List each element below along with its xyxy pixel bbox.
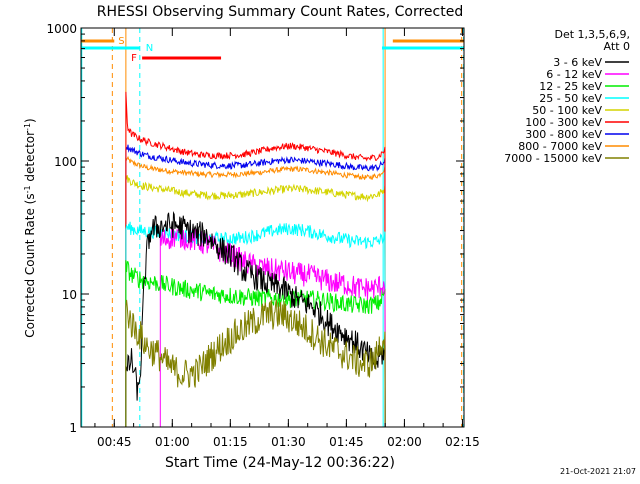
y-tick-label-3: 1000: [46, 22, 77, 36]
flag-bars: S NF: [81, 36, 464, 64]
x-axis-label: Start Time (24-May-12 00:36:22): [165, 455, 395, 471]
flag-label-S: S: [118, 36, 124, 47]
legend-label-0: 3 - 6 keV: [553, 56, 602, 69]
series-lines: [125, 91, 386, 428]
x-tick-label-2: 01:15: [213, 435, 248, 449]
x-tick-label-0: 00:45: [97, 435, 132, 449]
x-tick-label-6: 02:15: [445, 435, 480, 449]
y-tick-label-2: 100: [54, 155, 77, 169]
x-tick-label-4: 01:45: [329, 435, 364, 449]
series-line-8: [125, 299, 386, 428]
legend-label-3: 25 - 50 keV: [539, 92, 602, 105]
x-tick-label-1: 01:00: [155, 435, 190, 449]
series-line-4: [125, 175, 386, 428]
y-tick-label-0: 1: [69, 421, 77, 435]
legend-label-5: 100 - 300 keV: [525, 116, 602, 129]
series-line-7: [125, 155, 386, 428]
flag-label-F: F: [131, 53, 137, 64]
x-axis-ticks: 00:45 01:00 01:15 01:30 01:45 02:00 02:15: [94, 28, 480, 449]
series-line-3: [125, 221, 386, 428]
chart-title: RHESSI Observing Summary Count Rates, Co…: [97, 4, 463, 20]
legend-label-8: 7000 - 15000 keV: [504, 152, 602, 165]
legend-label-6: 300 - 800 keV: [525, 128, 602, 141]
series-line-6: [125, 144, 386, 428]
legend-label-2: 12 - 25 keV: [539, 80, 602, 93]
legend-label-7: 800 - 7000 keV: [518, 140, 602, 153]
y-axis-label: Corrected Count Rate (s-1 detector-1): [23, 118, 38, 337]
legend-header-line2: Att 0: [604, 40, 630, 53]
legend-header-line1: Det 1,3,5,6,9,: [554, 28, 630, 41]
y-tick-label-1: 10: [62, 288, 77, 302]
flag-label-N: N: [146, 43, 153, 54]
timestamp: 21-Oct-2021 21:07: [560, 467, 636, 476]
legend-label-1: 6 - 12 keV: [546, 68, 602, 81]
plot-frame: [80, 27, 465, 428]
x-tick-label-3: 01:30: [271, 435, 306, 449]
series-line-5: [125, 91, 386, 428]
x-tick-label-5: 02:00: [387, 435, 422, 449]
series-line-0: [125, 211, 386, 428]
series-line-2: [125, 260, 386, 428]
legend-label-4: 50 - 100 keV: [532, 104, 602, 117]
y-axis-ticks: 1 10 100 1000: [46, 22, 464, 435]
